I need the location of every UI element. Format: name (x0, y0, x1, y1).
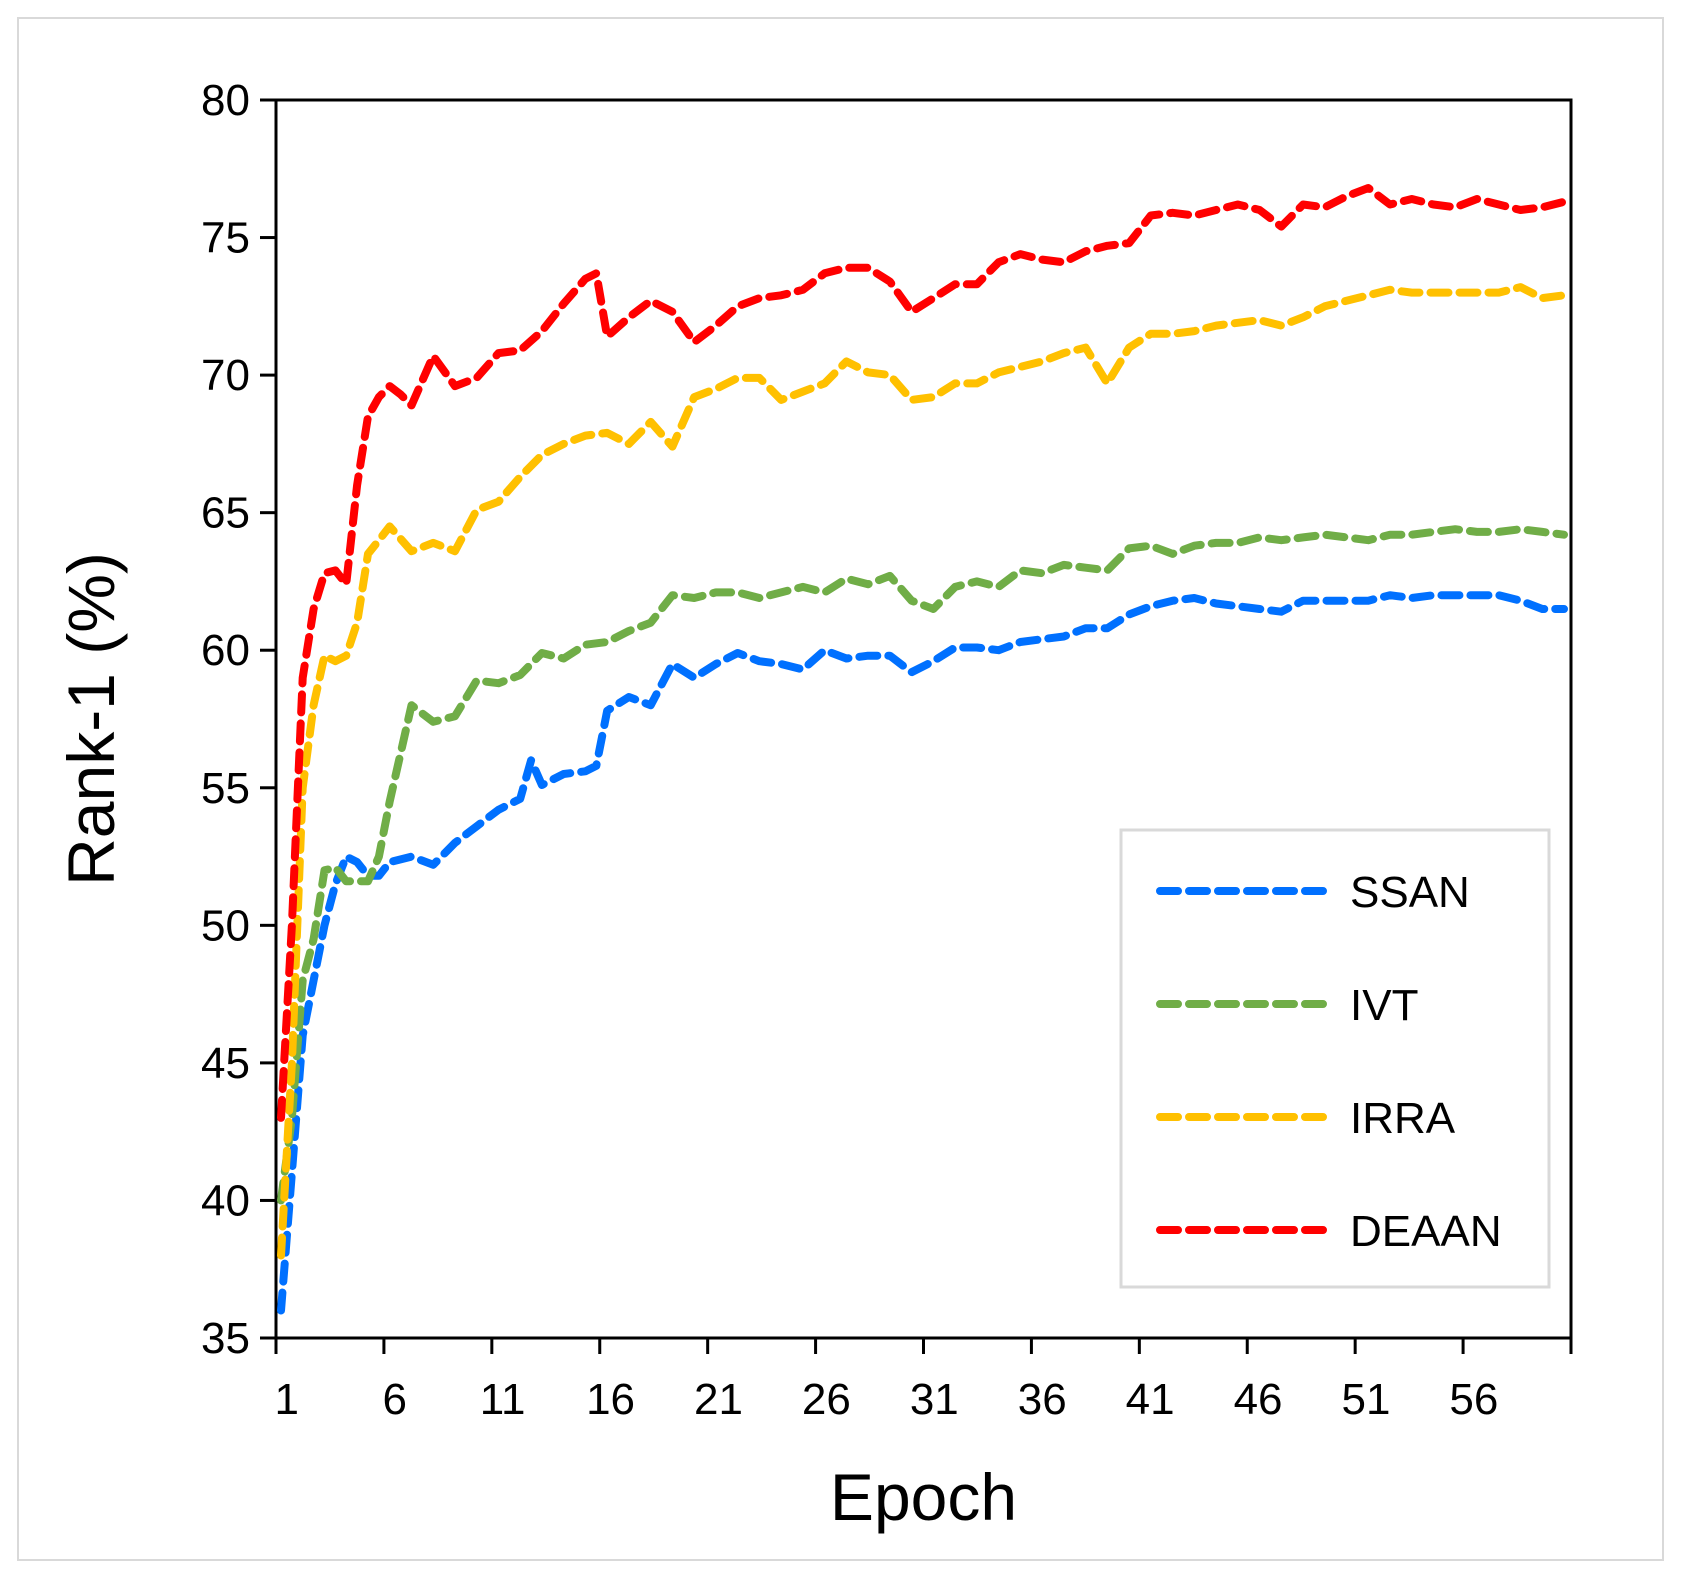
y-tick-label: 65 (201, 489, 250, 538)
legend-item-ssan: SSAN (1156, 868, 1470, 917)
y-tick-label: 50 (201, 901, 250, 950)
legend-box (1119, 828, 1551, 1289)
legend-label: IVT (1350, 981, 1418, 1030)
x-tick-label: 51 (1341, 1375, 1390, 1424)
x-tick-label: 31 (910, 1375, 959, 1424)
y-tick-label: 60 (201, 626, 250, 675)
legend: SSAN IVT IRRA DEAAN (1119, 828, 1551, 1289)
series-layer (277, 184, 1568, 1315)
legend-label: SSAN (1350, 868, 1470, 917)
legend-item-ivt: IVT (1156, 981, 1418, 1030)
x-axis-ticks: 1 6 11 16 21 26 31 36 41 46 51 56 (274, 1338, 1573, 1424)
y-tick-label: 70 (201, 351, 250, 400)
x-tick-label: 11 (480, 1375, 526, 1424)
x-axis-title: Epoch (830, 1460, 1017, 1534)
y-tick-label: 40 (201, 1176, 250, 1225)
y-tick-label: 35 (201, 1314, 250, 1363)
x-tick-label: 16 (586, 1375, 635, 1424)
legend-label: IRRA (1350, 1094, 1456, 1143)
x-tick-label: 21 (694, 1375, 743, 1424)
x-tick-label: 26 (802, 1375, 851, 1424)
x-tick-label: 46 (1234, 1375, 1283, 1424)
series-line-irra (277, 283, 1568, 1260)
y-tick-label: 75 (201, 214, 250, 263)
x-tick-label: 36 (1018, 1375, 1067, 1424)
y-tick-label: 45 (201, 1039, 250, 1088)
legend-item-irra: IRRA (1156, 1094, 1456, 1143)
series-line-ivt (277, 525, 1568, 1205)
legend-item-deaan: DEAAN (1156, 1207, 1502, 1256)
x-tick-label: 56 (1449, 1375, 1498, 1424)
figure-frame (17, 17, 1664, 1561)
series-line-ssan (277, 591, 1568, 1315)
y-axis-ticks: 35 40 45 50 55 60 65 70 75 80 (201, 76, 276, 1363)
x-tick-label: 6 (382, 1375, 406, 1424)
y-tick-label: 80 (201, 76, 250, 125)
legend-label: DEAAN (1350, 1207, 1502, 1256)
x-tick-label: 41 (1126, 1375, 1175, 1424)
series-line-deaan (277, 184, 1568, 1122)
y-axis-title: Rank-1 (%) (54, 552, 128, 886)
x-tick-label: 1 (275, 1375, 299, 1424)
y-tick-label: 55 (201, 764, 250, 813)
